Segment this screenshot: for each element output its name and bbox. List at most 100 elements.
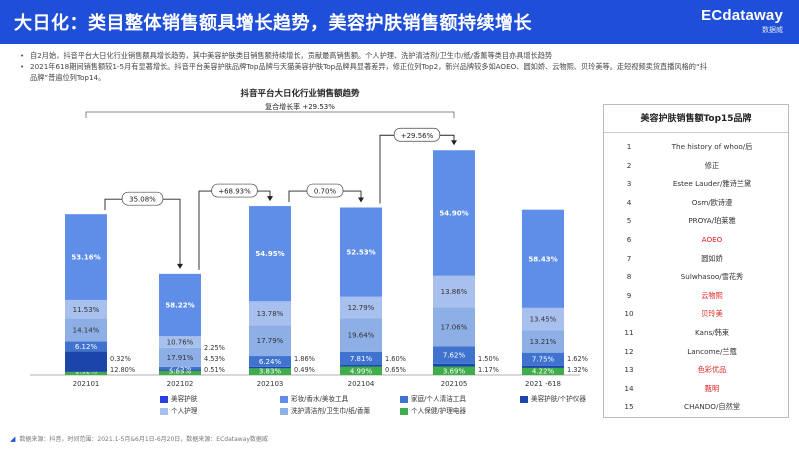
bar-segment-2-202102 [159, 369, 201, 371]
brand-logo-text: ECdataway [701, 7, 783, 24]
category-label: 202105 [441, 380, 468, 388]
brand-name: Kans/韩束 [694, 328, 730, 337]
brand-row: 12 Lancome/兰蔻 [604, 342, 788, 361]
segment-label: 17.06% [441, 323, 468, 331]
bar-segment-4-202105 [433, 307, 475, 347]
legend-label: 个人护理 [171, 407, 198, 415]
bar-segment-5-2021 -618 [522, 307, 564, 331]
brand-name: Sulwhasoo/雪花秀 [680, 272, 744, 282]
bar-segment-5-202101 [65, 299, 107, 319]
chart-title: 抖音平台大日化行业销售额趋势 [240, 88, 360, 99]
bar-segment-5-202102 [159, 336, 201, 348]
segment-label: 6.24% [259, 358, 282, 366]
footer-triangle-icon: ◢ [10, 435, 16, 443]
side-label: 1.50% [478, 355, 499, 363]
bar-segment-3-202103 [249, 356, 291, 367]
legend-swatch [160, 408, 168, 415]
brand-row: 5 PROYA/珀莱雅 [604, 211, 788, 230]
bar-segment-2-202104 [340, 365, 382, 367]
brand-name: Osm/欧诗漫 [691, 197, 733, 207]
bar-segment-3-202102 [159, 366, 201, 370]
summary-bullets: 自2月始，抖音平台大日化行业销售额具增长趋势，其中美容护肤类目销售额持续增长，贡… [20, 50, 790, 83]
brand-row: 11 Kans/韩束 [604, 323, 788, 342]
brand-row: 10 贝玲美 [604, 304, 788, 323]
brand-rank: 6 [626, 235, 632, 244]
side-label: 1.62% [567, 355, 588, 363]
category-label: 2021 -618 [525, 380, 561, 388]
brand-row: 15 CHANDO/自然堂 [604, 397, 788, 416]
segment-label: 13.78% [257, 310, 284, 318]
category-label: 202102 [167, 380, 194, 388]
growth-arrowhead [267, 196, 273, 202]
bar-segment-1-202101 [65, 371, 107, 375]
brand-name: The history of whoo/后 [671, 142, 753, 151]
brand-row: 8 Sulwhasoo/雪花秀 [604, 267, 788, 286]
brand-name: 甄明 [704, 383, 720, 393]
segment-label: 12.79% [348, 304, 375, 312]
growth-badge [306, 183, 344, 198]
bar-segment-6-202102 [159, 273, 201, 337]
brand-rank: 1 [626, 142, 632, 151]
bar-segment-5-202104 [340, 296, 382, 319]
segment-label: 13.86% [441, 288, 468, 296]
brand-row: 9 云物熙 [604, 286, 788, 305]
segment-label: 17.91% [167, 354, 194, 362]
brand-rank: 15 [624, 402, 634, 412]
brand-rank: 9 [626, 290, 632, 300]
brand-row: 2 修正 [604, 156, 788, 175]
bullet-item-continued: 品牌”普遍位列Top14。 [30, 73, 106, 82]
bar-segment-3-202101 [65, 341, 107, 352]
side-label: 1.17% [478, 366, 499, 374]
bar-segment-6-202104 [340, 207, 382, 297]
brand-row: 14 甄明 [604, 379, 788, 398]
bar-segment-3-202105 [433, 346, 475, 364]
brand-name: 圆如娇 [701, 253, 723, 263]
bar-segment-2-202105 [433, 363, 475, 367]
growth-arrowhead [177, 263, 183, 269]
growth-arrowhead [358, 197, 364, 203]
bar-segment-1-202105 [433, 366, 475, 375]
side-label: 12.80% [110, 366, 135, 374]
brand-rank: 8 [626, 272, 632, 282]
side-label: 4.53% [204, 355, 225, 363]
growth-label: 0.70% [314, 188, 337, 196]
segment-label: 7.75% [532, 356, 555, 364]
legend-swatch [520, 396, 528, 403]
top15-panel-title: 美容护肤销售额Top15品牌 [604, 105, 788, 133]
segment-label: 17.79% [257, 337, 284, 345]
segment-label: 11.53% [73, 306, 100, 314]
brand-logo-subtext: 数据威 [762, 26, 783, 34]
brand-rank: 3 [626, 179, 632, 189]
header-banner: 大日化：类目整体销售额具增长趋势，美容护肤销售额持续增长 ECdataway 数… [0, 0, 799, 44]
brand-rank: 13 [624, 365, 634, 375]
segment-label: 6.12% [75, 343, 98, 351]
brand-name: 修正 [704, 160, 720, 170]
brand-name: Lancome/兰蔻 [687, 346, 737, 356]
segment-label: 54.95% [255, 250, 284, 258]
segment-label: 52.53% [346, 249, 375, 257]
legend-swatch [160, 396, 168, 403]
legend-label: 美容护肤 [171, 395, 198, 403]
segment-label: 14.14% [73, 326, 100, 334]
bar-segment-2-202103 [249, 366, 291, 369]
legend-label: 家庭/个人清洁工具 [411, 395, 466, 403]
side-label: 0.65% [385, 366, 406, 374]
brand-row: 3 Estee Lauder/雅诗兰黛 [604, 174, 788, 193]
bar-segment-4-202103 [249, 325, 291, 357]
legend-swatch [280, 396, 288, 403]
bar-segment-5-202103 [249, 301, 291, 326]
side-label: 2.25% [204, 344, 225, 352]
bar-segment-1-2021 -618 [522, 367, 564, 375]
bullet-item: 2021年618期间销售额较1-5月有显著增长。抖音平台美容护肤品牌Top品牌与… [20, 61, 790, 72]
compound-bracket [85, 111, 455, 118]
brand-name: CHANDO/自然堂 [684, 402, 740, 412]
segment-label: 53.16% [71, 254, 100, 262]
bullet-item: 自2月始，抖音平台大日化行业销售额具增长趋势，其中美容护肤类目销售额持续增长，贡… [20, 50, 790, 61]
growth-label: 35.08% [129, 196, 156, 204]
bar-segment-3-202104 [340, 351, 382, 366]
legend-label: 彩妆/香水/美妆工具 [291, 395, 349, 403]
brand-name: 贝玲美 [701, 309, 723, 319]
brand-logo: ECdataway 数据威 [701, 7, 783, 35]
legend-swatch [280, 408, 288, 415]
growth-badge [393, 127, 441, 142]
